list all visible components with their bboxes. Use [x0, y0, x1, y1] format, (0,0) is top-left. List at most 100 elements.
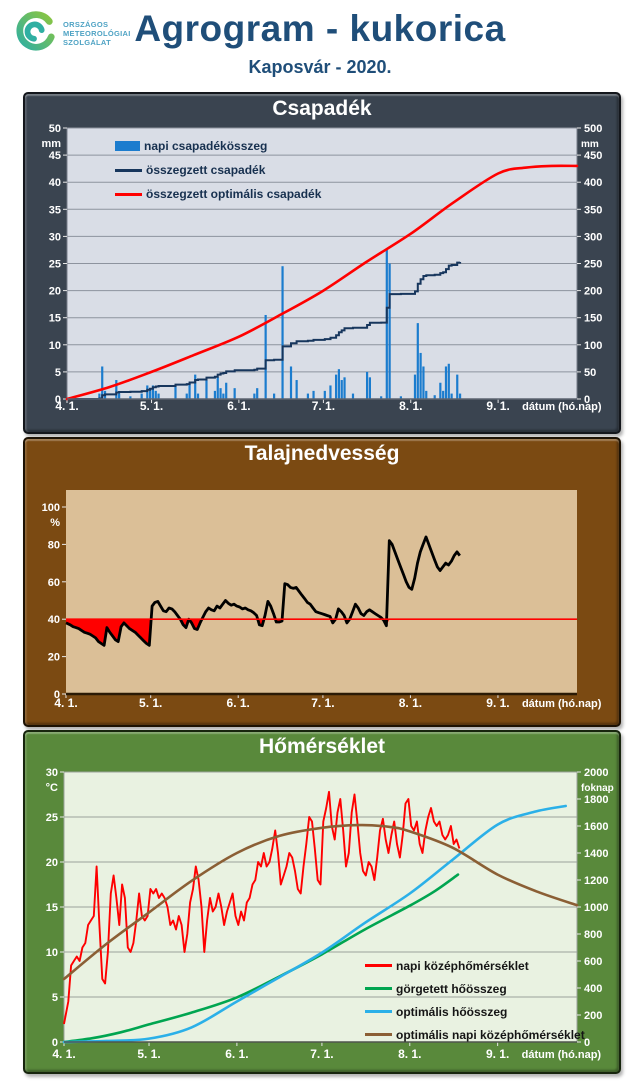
header: ORSZÁGOS METEOROLÓGIAI SZOLGÁLAT Agrogra…	[0, 0, 640, 92]
precipitation-panel: Csapadék 0 5 10 15 20 25 30 35 40 45 50 mm 0 50 100 150…	[23, 92, 621, 434]
svg-text:45: 45	[49, 150, 61, 162]
soil-moisture-panel: Talajnedvesség 0 20 40 60 80 100% 4. 1. 5. 1. 6.…	[23, 437, 621, 727]
svg-text:5. 1.: 5. 1.	[140, 399, 163, 413]
svg-text:1600: 1600	[584, 821, 608, 833]
svg-text:450: 450	[584, 150, 602, 162]
svg-text:9. 1.: 9. 1.	[486, 696, 509, 710]
svg-text:150: 150	[584, 313, 602, 325]
rolling-heatsum-line-swatch-icon	[365, 987, 392, 990]
soil-moisture-panel-title: Talajnedvesség	[244, 442, 400, 465]
legend-label: összegzett csapadék	[146, 163, 266, 177]
svg-text:9. 1.: 9. 1.	[486, 1047, 509, 1061]
svg-text:dátum (hó.nap): dátum (hó.nap)	[522, 698, 602, 710]
svg-text:25: 25	[46, 812, 58, 824]
svg-text:35: 35	[49, 204, 61, 216]
svg-text:50: 50	[584, 367, 596, 379]
svg-text:20: 20	[49, 286, 61, 298]
omsz-logo-line2: METEOROLÓGIAI	[63, 28, 131, 38]
svg-text:8. 1.: 8. 1.	[399, 696, 422, 710]
svg-text:9. 1.: 9. 1.	[486, 399, 509, 413]
optimal-precip-line-swatch-icon	[115, 192, 142, 196]
temperature-legend: napi középhőmérséklet görgetett hőösszeg…	[365, 954, 585, 1046]
svg-text:8. 1.: 8. 1.	[399, 399, 422, 413]
svg-text:6. 1.: 6. 1.	[225, 1047, 248, 1061]
omsz-swirl-icon	[16, 11, 55, 51]
svg-text:0: 0	[54, 689, 60, 701]
svg-text:5. 1.: 5. 1.	[139, 696, 162, 710]
legend-label: görgetett hőösszeg	[396, 981, 507, 996]
svg-text:50: 50	[49, 123, 61, 135]
page-subtitle: Kaposvár - 2020.	[248, 57, 392, 77]
svg-text:40: 40	[48, 614, 60, 626]
svg-text:80: 80	[48, 539, 60, 551]
svg-text:5: 5	[55, 367, 61, 379]
svg-text:6. 1.: 6. 1.	[227, 399, 250, 413]
omsz-logo: ORSZÁGOS METEOROLÓGIAI SZOLGÁLAT	[12, 10, 131, 56]
svg-text:800: 800	[584, 929, 602, 941]
svg-text:15: 15	[46, 902, 58, 914]
legend-label: optimális napi középhőmérséklet	[396, 1027, 585, 1042]
cumulative-precip-line-swatch-icon	[115, 168, 142, 172]
temperature-chart: 0 5 10 15 20 25 30 °C 0 200 400 600 800 1000 1200 1400 1…	[46, 767, 614, 1061]
svg-text:%: %	[50, 517, 60, 529]
svg-text:200: 200	[584, 1010, 602, 1022]
svg-text:15: 15	[49, 313, 61, 325]
legend-item-daily-temp: napi középhőmérséklet	[365, 954, 585, 977]
svg-text:20: 20	[46, 857, 58, 869]
svg-text:7. 1.: 7. 1.	[310, 1047, 333, 1061]
legend-label: összegzett optimális csapadék	[146, 187, 322, 201]
legend-item-rolling-heatsum: görgetett hőösszeg	[365, 977, 585, 1000]
omsz-logo-line3: SZOLGÁLAT	[63, 37, 111, 47]
svg-text:1200: 1200	[584, 875, 608, 887]
svg-text:30: 30	[49, 231, 61, 243]
svg-text:200: 200	[584, 286, 602, 298]
optimal-heatsum-line-swatch-icon	[365, 1010, 392, 1013]
svg-text:30: 30	[46, 767, 58, 779]
svg-text:40: 40	[49, 177, 61, 189]
svg-text:350: 350	[584, 204, 602, 216]
daily-precip-bar-swatch-icon	[115, 141, 140, 151]
svg-text:0: 0	[52, 1037, 58, 1049]
svg-text:60: 60	[48, 577, 60, 589]
svg-text:500: 500	[584, 123, 602, 135]
precipitation-legend: napi csapadékösszeg összegzett csapadék …	[115, 134, 321, 206]
svg-text:mm: mm	[581, 139, 599, 150]
svg-text:5. 1.: 5. 1.	[137, 1047, 160, 1061]
temperature-panel-title: Hőmérséklet	[258, 735, 386, 758]
svg-text:dátum (hó.nap): dátum (hó.nap)	[522, 1049, 602, 1061]
svg-text:20: 20	[48, 652, 60, 664]
svg-text:4. 1.: 4. 1.	[54, 696, 77, 710]
legend-item-cumulative-precip: összegzett csapadék	[115, 158, 321, 182]
svg-text:10: 10	[49, 340, 61, 352]
precipitation-panel-title: Csapadék	[272, 97, 372, 120]
svg-text:10: 10	[46, 947, 58, 959]
svg-text:1000: 1000	[584, 902, 608, 914]
svg-text:2000: 2000	[584, 767, 608, 779]
legend-item-optimal-heatsum: optimális hőösszeg	[365, 1000, 585, 1023]
svg-text:0: 0	[584, 1037, 590, 1049]
svg-text:foknap: foknap	[581, 783, 614, 794]
daily-temp-line-swatch-icon	[365, 964, 392, 967]
svg-text:100: 100	[42, 502, 60, 514]
legend-item-optimal-precip: összegzett optimális csapadék	[115, 182, 321, 206]
svg-text:7. 1.: 7. 1.	[312, 399, 335, 413]
svg-text:1800: 1800	[584, 794, 608, 806]
legend-item-optimal-daily-temp: optimális napi középhőmérséklet	[365, 1023, 585, 1046]
svg-text:6. 1.: 6. 1.	[227, 696, 250, 710]
legend-label: napi csapadékösszeg	[144, 139, 268, 153]
svg-text:400: 400	[584, 983, 602, 995]
omsz-logo-text: ORSZÁGOS METEOROLÓGIAI SZOLGÁLAT	[63, 20, 131, 47]
svg-text:0: 0	[55, 394, 61, 406]
svg-text:4. 1.: 4. 1.	[52, 1047, 75, 1061]
temperature-panel: Hőmérséklet 0 5 10 15 20 25 30 °C 0 200 400 600 800 1…	[23, 730, 621, 1074]
legend-label: optimális hőösszeg	[396, 1004, 508, 1019]
svg-text:25: 25	[49, 259, 61, 271]
svg-text:7. 1.: 7. 1.	[311, 696, 334, 710]
svg-text:5: 5	[52, 992, 58, 1004]
soil-moisture-chart: 0 20 40 60 80 100% 4. 1. 5. 1. 6. 1. 7. 1. 8. 1. 9.…	[42, 490, 602, 710]
svg-text:8. 1.: 8. 1.	[398, 1047, 421, 1061]
page-title: Agrogram - kukorica	[134, 8, 506, 49]
svg-text:1400: 1400	[584, 848, 608, 860]
svg-text:600: 600	[584, 956, 602, 968]
